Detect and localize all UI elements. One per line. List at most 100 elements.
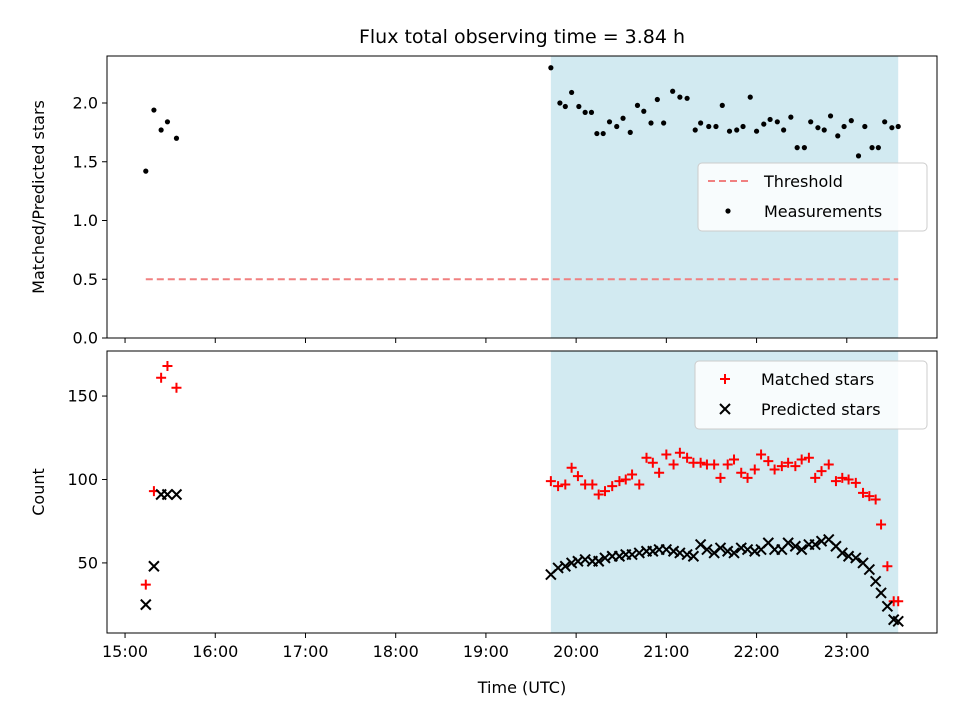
measurement-point [895,123,901,130]
matched-star-point [776,461,787,472]
matched-star-point [587,479,598,490]
y-tick-label: 2.0 [73,94,98,113]
measurement-point [670,88,676,94]
measurement-point [801,145,807,151]
measurement-point [654,96,660,103]
matched-star-point [171,382,182,393]
measurement-point [627,129,633,135]
matched-star-point [668,459,679,470]
x-tick-label: 19:00 [463,642,509,661]
series-measurements [143,65,901,174]
matched-star-point [709,459,720,470]
x-tick-label: 22:00 [734,642,780,661]
x-tick-label: 15:00 [102,642,148,661]
measurement-point [582,109,588,115]
measurement-point [641,108,647,114]
predicted-star-point [863,563,876,576]
legend: Threshold Measurements [697,162,928,232]
measurement-point [821,127,827,133]
measurement-point [767,116,773,123]
y-axis-label: Matched/Predicted stars [29,100,48,294]
matched-star-point [803,452,814,463]
predicted-star-point [714,542,727,554]
measurement-point [788,114,794,120]
matched-star-point [742,472,753,483]
legend-entry-label: Matched stars [761,370,874,389]
measurement-point [594,130,600,137]
matched-star-point [620,474,631,485]
predicted-star-point [782,537,794,549]
measurement-point [855,153,862,159]
predicted-star-point [795,543,808,556]
predicted-star-point [789,540,802,552]
legend-matched-swatch [720,374,730,384]
measurement-point [684,95,690,101]
predicted-star-point [161,488,174,501]
matched-star-point [641,452,652,463]
measurement-point [706,123,712,130]
matched-star-point [850,477,861,488]
predicted-star-point [687,550,700,562]
legend-entry-label: Measurements [764,202,882,221]
predicted-star-point [809,538,821,551]
measurement-point [882,119,888,125]
y-tick-label: 0.5 [73,270,98,289]
chart-title: Flux total observing time = 3.84 h [359,26,685,48]
y-tick-label: 150 [67,387,98,406]
matched-star-point [566,462,577,473]
measurement-point [588,109,595,115]
matched-star-point [607,481,618,492]
measurement-point [794,145,800,151]
measurement-point [740,123,746,130]
matched-star-point [882,561,893,572]
measurement-point [692,127,698,133]
matched-star-point [756,449,767,460]
matched-star-point [654,467,665,478]
x-tick-label: 20:00 [553,642,599,661]
measurement-point [677,94,683,100]
measurement-point [143,168,149,174]
predicted-star-point [592,555,605,567]
predicted-star-point [892,615,904,628]
matched-star-point [810,472,821,483]
legend-entry-label: Predicted stars [761,400,881,419]
x-tick-label: 17:00 [282,642,328,661]
count-panel: 50 100 150 15:00 16:00 17:00 18:00 19:00 20:00 21… [29,350,938,661]
legend: Matched stars Predicted stars [694,360,928,430]
measurement-point [600,130,606,137]
measurement-point [562,103,568,110]
axes-frame [106,350,938,634]
measurement-point [614,123,620,130]
matched-star-point [553,481,564,492]
measurement-point [634,102,641,108]
predicted-star-point [850,552,862,564]
matched-star-point [783,457,794,468]
matched-star-point [661,449,672,460]
predicted-star-point [836,547,848,559]
matched-star-point [695,457,706,468]
matched-star-point [614,476,625,487]
measurement-point [164,119,171,125]
measurement-point [827,113,834,119]
y-tick-label: 0.0 [73,329,98,348]
matched-star-point [634,479,645,490]
measurement-point [781,127,787,133]
matched-star-point [682,452,693,463]
matched-star-point [729,454,740,465]
measurement-point [835,133,841,139]
matched-star-point [572,471,583,482]
matched-star-point [876,519,887,530]
measurement-point [815,125,821,131]
x-tick-label: 23:00 [824,642,870,661]
measurement-point [620,115,626,121]
ratio-panel: 0.0 0.5 1.0 1.5 2.0 Matched/Predicted stars Th… [29,55,938,348]
legend-measurement-swatch [725,208,731,214]
matched-star-point [858,487,869,498]
matched-star-point [790,461,801,472]
x-tick-label: 18:00 [373,642,419,661]
legend-predicted-swatch [719,403,731,415]
matched-star-point [722,459,733,470]
matched-star-point [627,469,638,480]
legend-entry-label: Threshold [763,172,843,191]
